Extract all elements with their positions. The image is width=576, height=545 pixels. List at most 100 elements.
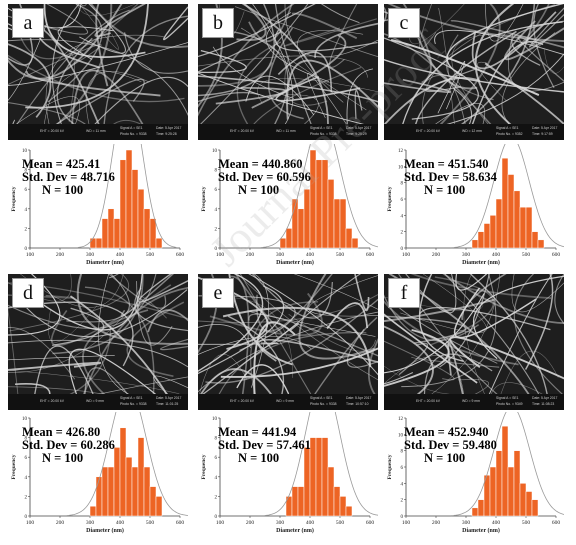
sem-info-bar: EHT = 20.00 kV WD = 9 mm Signal A = SE1 Pho… bbox=[8, 394, 188, 410]
sem-image: a EHT = 20.00 kV WD = 11 mm Signal A = SE1 P… bbox=[8, 4, 188, 140]
sem-eht: EHT = 20.00 kV bbox=[416, 129, 440, 133]
stat-n: N = 100 bbox=[238, 451, 280, 465]
histogram-bar bbox=[327, 179, 335, 249]
y-axis-label: Frequency bbox=[387, 454, 393, 479]
histogram-bar bbox=[309, 149, 317, 249]
x-axis-label: Diameter (nm) bbox=[276, 259, 314, 266]
x-tick-label: 500 bbox=[146, 520, 155, 526]
y-axis-label: Frequency bbox=[201, 454, 207, 479]
y-tick-label: 0 bbox=[215, 247, 218, 252]
histogram-bar bbox=[471, 239, 479, 249]
y-tick-label: 6 bbox=[25, 188, 28, 193]
sem-signal: Signal A = SE1 bbox=[496, 126, 519, 130]
histogram-bar bbox=[101, 466, 109, 517]
sem-signal: Signal A = SE1 bbox=[496, 396, 519, 400]
panel-label: c bbox=[388, 8, 420, 38]
y-tick-label: 0 bbox=[401, 247, 404, 252]
y-tick-label: 4 bbox=[215, 208, 218, 213]
histogram-bar bbox=[107, 466, 115, 517]
histogram-bar bbox=[279, 237, 287, 249]
sem-wd: WD = 9 mm bbox=[276, 399, 294, 403]
histogram-bar bbox=[483, 223, 491, 249]
panel-label: d bbox=[12, 278, 44, 308]
stats-block: Mean = 440.860 Std. Dev = 60.596 N = 100 bbox=[218, 158, 311, 197]
histogram: 0 2 4 6 8 10 12 100 200 300 400 500 600 Diameter (nm)… bbox=[384, 406, 573, 538]
histogram-bar bbox=[155, 496, 163, 517]
histogram-bar bbox=[525, 491, 533, 517]
histogram: 0 2 4 6 8 10 12 100 200 300 400 500 600 Diameter (nm)… bbox=[384, 136, 571, 270]
stat-sd: Std. Dev = 48.716 bbox=[22, 170, 115, 184]
y-tick-label: 10 bbox=[22, 417, 28, 422]
histogram-bar bbox=[131, 169, 139, 249]
x-tick-label: 400 bbox=[492, 252, 501, 258]
panel-label: e bbox=[202, 278, 234, 308]
stats-block: Mean = 441.94 Std. Dev = 57.461 N = 100 bbox=[218, 426, 311, 465]
histogram-bar bbox=[489, 466, 497, 517]
x-tick-label: 200 bbox=[56, 252, 65, 258]
y-tick-label: 2 bbox=[401, 231, 404, 236]
stats-block: Mean = 425.41 Std. Dev = 48.716 N = 100 bbox=[22, 158, 115, 197]
histogram-bar bbox=[513, 190, 521, 249]
sem-signal: Signal A = SE1 bbox=[120, 126, 143, 130]
sem-wd: WD = 9 mm bbox=[462, 399, 480, 403]
histogram-bar bbox=[125, 456, 133, 517]
histogram-bar bbox=[519, 206, 527, 249]
histogram-bar bbox=[297, 208, 305, 249]
sem-image: f EHT = 20.00 kV WD = 9 mm Signal A = SE1 Ph… bbox=[384, 274, 564, 410]
histogram-bar bbox=[477, 231, 485, 249]
stat-n: N = 100 bbox=[424, 451, 466, 465]
stat-sd: Std. Dev = 58.634 bbox=[404, 170, 497, 184]
histogram: 0 2 4 6 8 10 100 200 300 400 500 600 Diameter (nm) Fr… bbox=[8, 385, 189, 538]
histogram-bar bbox=[315, 159, 323, 249]
y-tick-label: 6 bbox=[25, 456, 28, 461]
y-axis-label: Frequency bbox=[11, 454, 17, 479]
y-tick-label: 8 bbox=[215, 437, 218, 442]
x-tick-label: 300 bbox=[462, 520, 471, 526]
y-tick-label: 2 bbox=[401, 499, 404, 504]
sem-time: Time: 9:25:29 bbox=[346, 132, 367, 136]
x-tick-label: 200 bbox=[56, 520, 65, 526]
x-tick-label: 300 bbox=[86, 520, 95, 526]
sem-date: Date: 5 Apr 2017 bbox=[346, 396, 372, 400]
histogram-bar bbox=[285, 228, 293, 249]
sem-wd: WD = 12 mm bbox=[462, 129, 482, 133]
histogram-bar bbox=[525, 206, 533, 249]
y-tick-label: 0 bbox=[401, 515, 404, 520]
y-tick-label: 4 bbox=[401, 482, 404, 487]
x-tick-label: 600 bbox=[366, 252, 375, 258]
sem-eht: EHT = 20.00 kV bbox=[40, 129, 64, 133]
sem-time: Time: 11:08:23 bbox=[532, 402, 555, 406]
histogram: 0 2 4 6 8 10 100 200 300 400 500 600 Diameter (nm) Fr… bbox=[8, 87, 188, 270]
sem-wd: WD = 11 mm bbox=[86, 129, 106, 133]
x-tick-label: 200 bbox=[246, 252, 255, 258]
y-tick-label: 10 bbox=[22, 149, 28, 154]
histogram-bar bbox=[101, 218, 109, 249]
y-tick-label: 2 bbox=[215, 495, 218, 500]
histogram-bar bbox=[89, 505, 97, 517]
histogram-bar bbox=[143, 466, 151, 517]
sem-time: Time: 11:01:25 bbox=[156, 402, 179, 406]
x-tick-label: 400 bbox=[492, 520, 501, 526]
histogram-bar bbox=[125, 149, 133, 249]
histogram-bar bbox=[531, 499, 539, 517]
x-axis-label: Diameter (nm) bbox=[86, 527, 124, 534]
histogram-bar bbox=[303, 188, 311, 249]
x-tick-label: 400 bbox=[116, 252, 125, 258]
sem-info-bar: EHT = 20.00 kV WD = 9 mm Signal A = SE1 Pho… bbox=[384, 394, 564, 410]
histogram-bar bbox=[351, 237, 359, 249]
x-tick-label: 100 bbox=[216, 520, 225, 526]
stats-block: Mean = 451.540 Std. Dev = 58.634 N = 100 bbox=[404, 158, 497, 197]
histogram: 0 2 4 6 8 10 100 200 300 400 500 600 Diameter (nm) Fr… bbox=[198, 118, 385, 270]
histogram-bar bbox=[297, 486, 305, 517]
fiber-texture bbox=[198, 274, 378, 394]
sem-photo: Photo No. = 9338 bbox=[120, 402, 147, 406]
sem-date: Date: 5 Apr 2017 bbox=[532, 126, 558, 130]
y-tick-label: 10 bbox=[212, 417, 218, 422]
histogram-bar bbox=[113, 218, 121, 249]
histogram-bar bbox=[291, 486, 299, 517]
histogram-bar bbox=[107, 208, 115, 249]
stats-block: Mean = 452.940 Std. Dev = 59.480 N = 100 bbox=[404, 426, 497, 465]
sem-signal: Signal A = SE1 bbox=[310, 396, 333, 400]
stat-sd: Std. Dev = 60.596 bbox=[218, 170, 311, 184]
histogram-bar bbox=[333, 486, 341, 517]
